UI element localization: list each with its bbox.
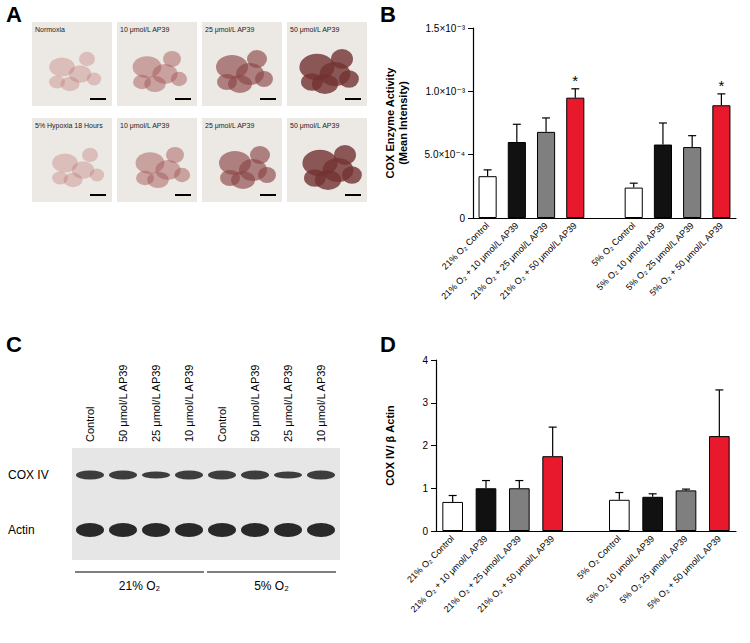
svg-text:5% O₂: 5% O₂	[254, 579, 289, 593]
svg-text:5% Hypoxia 18 Hours: 5% Hypoxia 18 Hours	[35, 122, 103, 130]
svg-text:1: 1	[422, 483, 428, 494]
svg-text:25 μmol/L AP39: 25 μmol/L AP39	[282, 365, 294, 442]
svg-text:21% O₂ Control: 21% O₂ Control	[439, 220, 492, 272]
svg-text:21% O₂ Control: 21% O₂ Control	[405, 533, 457, 585]
svg-text:3: 3	[422, 397, 428, 408]
html-text:C: C	[6, 332, 22, 357]
svg-text:5% O₂ Control: 5% O₂ Control	[589, 220, 638, 269]
svg-text:5% O₂ 10 μmol/L AP39: 5% O₂ 10 μmol/L AP39	[584, 533, 657, 606]
svg-text:10 μmol/L AP39: 10 μmol/L AP39	[183, 365, 195, 442]
svg-text:COX IV/ β Actin: COX IV/ β Actin	[384, 405, 396, 486]
svg-text:5% O₂ Control: 5% O₂ Control	[575, 533, 623, 582]
html-text:A: A	[6, 2, 22, 27]
svg-text:5% O₂ 25 μmol/L AP39: 5% O₂ 25 μmol/L AP39	[617, 533, 690, 606]
svg-text:21% O₂ + 25 μmol/L AP39: 21% O₂ + 25 μmol/L AP39	[468, 220, 550, 302]
svg-text:Control: Control	[216, 407, 228, 442]
svg-text:0: 0	[422, 526, 428, 537]
svg-text:5% O₂ 25 μmol/L AP39: 5% O₂ 25 μmol/L AP39	[623, 220, 696, 293]
svg-text:50 μmol/L AP39: 50 μmol/L AP39	[290, 26, 339, 34]
svg-text:50 μmol/L AP39: 50 μmol/L AP39	[290, 122, 339, 130]
svg-text:25 μmol/L AP39: 25 μmol/L AP39	[205, 26, 254, 34]
svg-text:21% O₂ + 50 μmol/L AP39: 21% O₂ + 50 μmol/L AP39	[475, 533, 556, 614]
svg-text:Normoxia: Normoxia	[35, 26, 65, 33]
svg-text:5.0×10⁻⁴: 5.0×10⁻⁴	[425, 149, 465, 160]
svg-text:Actin: Actin	[8, 523, 35, 537]
svg-text:5% O₂ + 50 μmol/L AP39: 5% O₂ + 50 μmol/L AP39	[645, 533, 722, 610]
svg-text:2: 2	[422, 440, 428, 451]
svg-text:50 μmol/L AP39: 50 μmol/L AP39	[249, 365, 261, 442]
html-text:D: D	[380, 332, 396, 357]
svg-text:(Mean Intensity): (Mean Intensity)	[397, 81, 409, 165]
svg-text:21% O₂ + 10 μmol/L AP39: 21% O₂ + 10 μmol/L AP39	[439, 220, 521, 302]
svg-text:10 μmol/L AP39: 10 μmol/L AP39	[120, 26, 169, 34]
svg-text:4: 4	[422, 355, 428, 366]
svg-text:10 μmol/L AP39: 10 μmol/L AP39	[120, 122, 169, 130]
svg-text:50 μmol/L AP39: 50 μmol/L AP39	[117, 365, 129, 442]
svg-text:10 μmol/L AP39: 10 μmol/L AP39	[315, 365, 327, 442]
svg-text:COX Enzyme Activity: COX Enzyme Activity	[384, 67, 396, 179]
svg-text:COX IV: COX IV	[8, 468, 49, 482]
svg-text:21% O₂ + 50 μmol/L AP39: 21% O₂ + 50 μmol/L AP39	[498, 220, 579, 301]
svg-text:5% O₂ + 50 μmol/L AP39: 5% O₂ + 50 μmol/L AP39	[648, 220, 725, 297]
svg-text:0: 0	[459, 213, 465, 224]
html-text:B: B	[380, 2, 396, 27]
svg-text:21% O₂ + 10 μmol/L AP39: 21% O₂ + 10 μmol/L AP39	[408, 533, 490, 615]
svg-text:21% O₂ + 25 μmol/L AP39: 21% O₂ + 25 μmol/L AP39	[441, 533, 523, 615]
svg-text:25 μmol/L AP39: 25 μmol/L AP39	[150, 365, 162, 442]
svg-text:25 μmol/L AP39: 25 μmol/L AP39	[205, 122, 254, 130]
svg-text:Control: Control	[84, 407, 96, 442]
svg-text:*: *	[718, 77, 724, 94]
svg-text:21% O₂: 21% O₂	[119, 579, 161, 593]
svg-text:1.5×10⁻³: 1.5×10⁻³	[426, 23, 466, 34]
svg-text:*: *	[572, 72, 578, 89]
svg-text:1.0×10⁻³: 1.0×10⁻³	[426, 86, 466, 97]
svg-text:5% O₂ 10 μmol/L AP39: 5% O₂ 10 μmol/L AP39	[594, 220, 667, 293]
